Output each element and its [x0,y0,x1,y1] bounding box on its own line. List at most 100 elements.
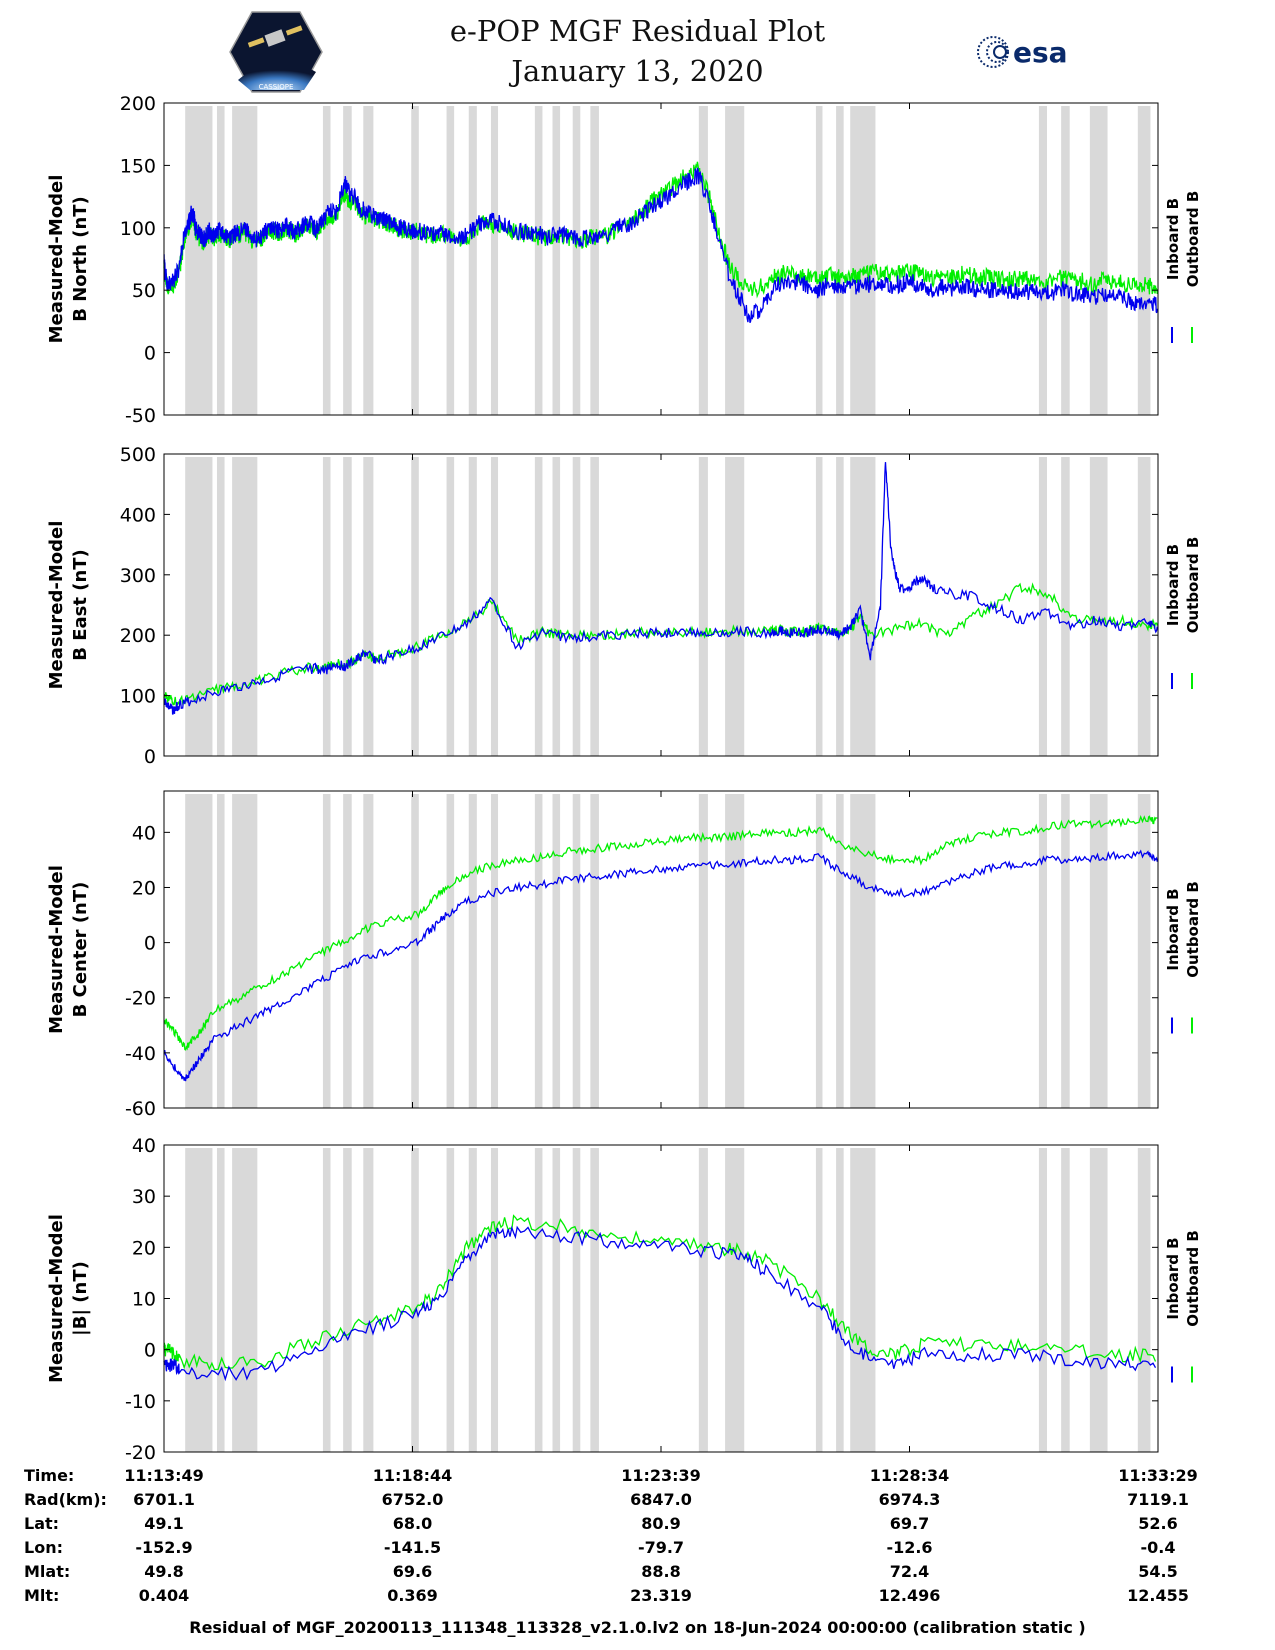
table-cell: 23.319 [630,1586,692,1605]
y-tick-label: 40 [132,822,156,844]
shaded-band [185,457,213,756]
shaded-band [725,106,745,415]
shaded-band [815,1148,823,1452]
y-tick-label: -50 [125,405,156,427]
shaded-band [446,1148,455,1452]
y-tick-label: -60 [125,1098,156,1120]
shaded-band [698,794,708,1108]
table-cell: 12.496 [879,1586,941,1605]
shaded-band [552,1148,561,1452]
y-axis-label: Measured-Model [46,521,67,690]
y-tick-label: 100 [120,218,156,240]
shaded-band [468,1148,477,1452]
shaded-band [343,794,352,1108]
shaded-band [1061,457,1070,756]
series-line-outboard [163,582,1158,708]
y-tick-label: 50 [132,280,156,302]
shaded-band [590,106,599,415]
y-tick-label: 100 [120,686,156,708]
shaded-band [216,457,225,756]
shaded-band [363,457,374,756]
table-cell: 11:28:34 [870,1466,950,1485]
table-cell: -141.5 [384,1538,441,1557]
shaded-band [572,106,581,415]
shaded-band [1089,1148,1108,1452]
shaded-band [411,106,419,415]
table-cell: 52.6 [1138,1514,1177,1533]
shaded-band [590,794,599,1108]
cassiope-logo: CASSIOPE [229,11,323,93]
legend-label-inboard: Inboard B [1164,1237,1182,1319]
shaded-band [446,457,455,756]
shaded-band [572,794,581,1108]
table-cell: 88.8 [641,1562,680,1581]
legend-label-inboard: Inboard B [1164,544,1182,626]
table-row-label: Lon: [24,1538,63,1557]
esa-logo-text: esa [1013,36,1068,69]
series-line-inboard [163,849,1158,1082]
legend-label-inboard: Inboard B [1164,198,1182,280]
shaded-band [1137,457,1151,756]
legend-label-inboard: Inboard B [1164,888,1182,970]
shaded-band [411,457,419,756]
shaded-band [322,794,331,1108]
table-cell: 6752.0 [382,1490,444,1509]
y-tick-label: 20 [132,1237,156,1259]
y-axis-label: |B| (nT) [70,1261,91,1336]
shaded-band [232,457,258,756]
table-cell: 12.455 [1127,1586,1189,1605]
table-cell: 11:23:39 [621,1466,701,1485]
shaded-band [322,1148,331,1452]
y-tick-label: 10 [132,1289,156,1311]
shaded-band [534,457,543,756]
shaded-band [1137,1148,1151,1452]
legend-label-outboard: Outboard B [1184,1230,1202,1327]
plot-frame [163,102,1159,416]
shaded-band [363,794,374,1108]
table-cell: 49.8 [144,1562,183,1581]
series-line-inboard [163,167,1159,324]
plot-frame [163,790,1159,1109]
table-row-label: Mlat: [24,1562,70,1581]
shaded-band [490,794,499,1108]
shaded-band [468,794,477,1108]
table-cell: 69.7 [890,1514,929,1533]
shaded-band [232,106,258,415]
shaded-band [216,106,225,415]
y-tick-label: 30 [132,1186,156,1208]
shaded-band [343,106,352,415]
legend-label-outboard: Outboard B [1184,191,1202,288]
shaded-band [322,457,331,756]
shaded-band [534,794,543,1108]
y-tick-label: -40 [125,1043,156,1065]
table-cell: -12.6 [886,1538,932,1557]
shaded-band [363,1148,374,1452]
shaded-band [411,794,419,1108]
shaded-band [815,106,823,415]
y-tick-label: -20 [125,988,156,1010]
shaded-band [1089,457,1108,756]
y-tick-label: 20 [132,877,156,899]
y-tick-label: -10 [125,1391,156,1413]
table-row-label: Mlt: [24,1586,59,1605]
table-row-label: Lat: [24,1514,59,1533]
shaded-band [446,794,455,1108]
shaded-band [185,106,213,415]
y-tick-label: 0 [144,933,156,955]
shaded-band [1038,106,1047,415]
shaded-band [552,106,561,415]
y-tick-label: 200 [120,93,156,115]
shaded-band [1137,106,1151,415]
footer-caption: Residual of MGF_20200113_111348_113328_v… [189,1618,1086,1637]
shaded-band [1061,794,1070,1108]
shaded-band [572,457,581,756]
shaded-band [1038,794,1047,1108]
shaded-band [1038,1148,1047,1452]
y-tick-label: 400 [120,504,156,526]
shaded-band [572,1148,581,1452]
shaded-band [836,106,844,415]
shaded-band [815,457,823,756]
table-cell: 69.6 [393,1562,432,1581]
shaded-band [534,1148,543,1452]
shaded-band [490,106,499,415]
